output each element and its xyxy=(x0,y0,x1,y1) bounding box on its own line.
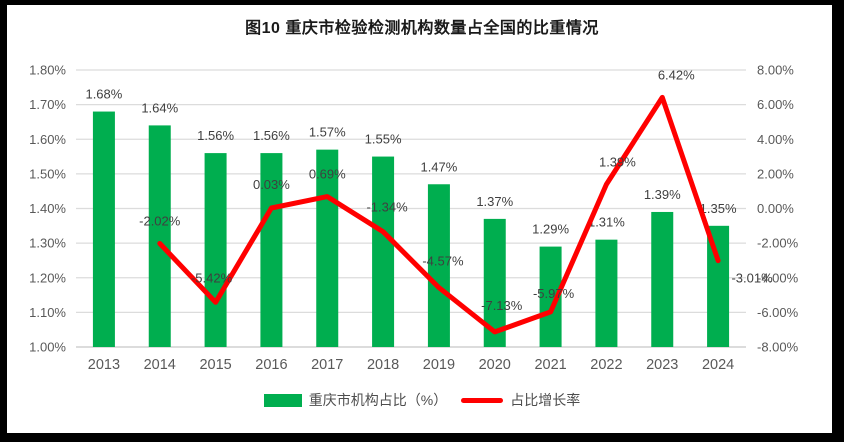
bar-2015 xyxy=(204,153,227,347)
bar-2014 xyxy=(148,125,171,348)
x-axis-label: 2021 xyxy=(534,357,566,373)
right-axis-tick: -2.00% xyxy=(757,236,799,251)
bar-2024 xyxy=(707,225,730,347)
line-value-label: 0.03% xyxy=(253,177,290,192)
left-axis-tick: 1.70% xyxy=(29,97,66,112)
bar-value-label: 1.37% xyxy=(476,194,513,209)
bar-value-label: 1.56% xyxy=(253,128,290,143)
x-axis-label: 2019 xyxy=(423,357,455,373)
legend-line-label: 占比增长率 xyxy=(510,392,581,408)
bar-value-label: 1.47% xyxy=(420,159,457,174)
x-axis-label: 2024 xyxy=(702,357,734,373)
legend-item-bar-series: 重庆市机构占比（%） xyxy=(263,390,448,410)
bar-value-label: 1.68% xyxy=(85,87,122,102)
line-value-label: 0.69% xyxy=(309,167,346,182)
x-axis-label: 2016 xyxy=(255,357,287,373)
bar-2019 xyxy=(427,184,450,347)
left-axis-tick: 1.50% xyxy=(29,166,66,181)
bar-2016 xyxy=(260,153,283,347)
growth-rate-line xyxy=(157,94,721,335)
left-axis-tick: 1.30% xyxy=(29,236,66,251)
bar-value-label: 1.35% xyxy=(700,201,737,216)
bar-2022 xyxy=(595,239,618,347)
x-axis-label: 2017 xyxy=(311,357,343,373)
right-axis-tick: -4.00% xyxy=(757,270,799,285)
bar-value-label: 1.55% xyxy=(365,132,402,147)
right-axis-tick: 4.00% xyxy=(757,132,794,147)
line-value-label: 6.42% xyxy=(658,67,695,82)
left-axis-tick: 1.80% xyxy=(29,63,66,78)
line-value-label: -5.42% xyxy=(191,270,233,285)
bar-2021 xyxy=(539,246,562,347)
bar-2023 xyxy=(651,211,674,347)
x-axis-label: 2014 xyxy=(144,357,176,373)
chart-title: 图10 重庆市检验检测机构数量占全国的比重情况 xyxy=(245,20,599,37)
legend: 重庆市机构占比（%） 占比增长率 xyxy=(0,386,844,414)
bar-value-label: 1.57% xyxy=(309,125,346,140)
bar-value-label: 1.39% xyxy=(644,187,681,202)
x-axis-label: 2013 xyxy=(88,357,120,373)
line-value-label: -7.13% xyxy=(481,298,523,313)
line-value-label: -5.97% xyxy=(533,286,575,301)
left-axis-tick: 1.10% xyxy=(29,305,66,320)
left-axis-tick: 1.00% xyxy=(29,340,66,355)
right-axis-tick: 8.00% xyxy=(757,63,794,78)
left-axis-tick: 1.40% xyxy=(29,201,66,216)
right-axis-tick: 6.00% xyxy=(757,97,794,112)
x-axis-label: 2015 xyxy=(199,357,231,373)
bar-value-label: 1.64% xyxy=(141,100,178,115)
line-value-label: -2.02% xyxy=(139,213,181,228)
x-axis-label: 2020 xyxy=(479,357,511,373)
x-axis-label: 2023 xyxy=(646,357,678,373)
bar-2013 xyxy=(92,111,115,347)
bar-2020 xyxy=(483,218,506,347)
left-axis-tick: 1.20% xyxy=(29,270,66,285)
bar-2018 xyxy=(372,156,395,347)
line-value-label: -1.34% xyxy=(366,200,408,215)
bar-series-swatch-icon xyxy=(263,393,302,407)
bar-value-label: 1.31% xyxy=(588,215,625,230)
left-axis-tick: 1.60% xyxy=(29,132,66,147)
bar-value-label: 1.29% xyxy=(532,222,569,237)
line-value-label: -3.01% xyxy=(731,271,773,286)
right-axis-tick: -8.00% xyxy=(757,340,799,355)
right-axis-tick: 0.00% xyxy=(757,201,794,216)
line-value-label: 1.39% xyxy=(599,154,636,169)
line-value-label: -4.57% xyxy=(422,254,464,269)
x-axis-label: 2018 xyxy=(367,357,399,373)
legend-item-line-series: 占比增长率 xyxy=(461,390,580,410)
bar-value-label: 1.56% xyxy=(197,128,234,143)
x-axis-label: 2022 xyxy=(590,357,622,373)
line-series-swatch-icon xyxy=(461,397,504,403)
right-axis-tick: 2.00% xyxy=(757,166,794,181)
legend-bar-label: 重庆市机构占比（%） xyxy=(308,392,448,408)
right-axis-tick: -6.00% xyxy=(757,305,799,320)
